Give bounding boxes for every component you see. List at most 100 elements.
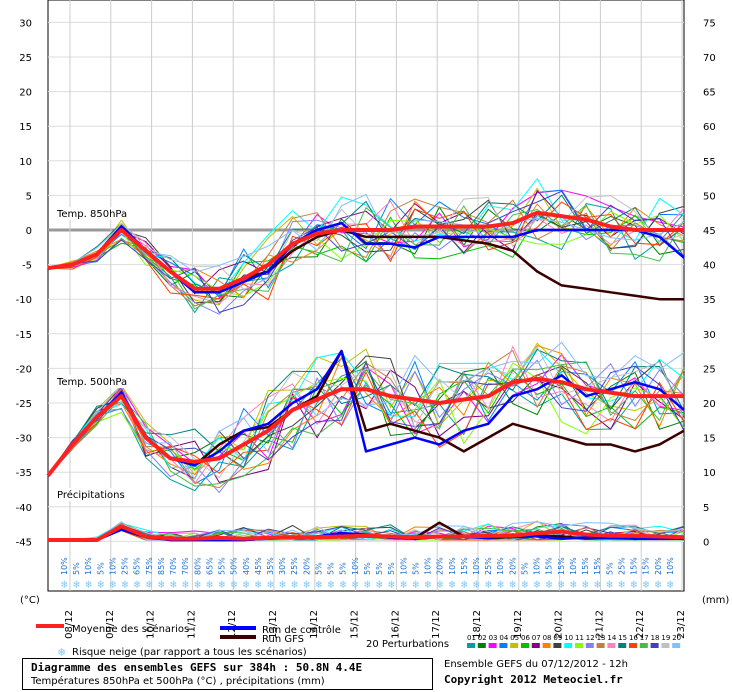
snow-percent: 45% bbox=[254, 557, 263, 575]
t500-perturbation bbox=[47, 359, 685, 494]
right-tick-label: 30 bbox=[703, 330, 716, 341]
t500-mean-line bbox=[46, 376, 684, 477]
perturbation-swatch bbox=[607, 643, 616, 648]
snow-percent: 25% bbox=[121, 557, 130, 575]
perturbation-swatch bbox=[650, 643, 659, 648]
snow-percent: 40% bbox=[242, 557, 251, 575]
snowflake-icon: ❄ bbox=[219, 578, 226, 591]
snowflake-icon: ❄ bbox=[412, 578, 419, 591]
perturbation-number: 07 bbox=[532, 634, 541, 642]
snow-percent: 10% bbox=[666, 557, 675, 575]
snow-percent: 5% bbox=[96, 562, 105, 575]
right-tick-label: 60 bbox=[703, 122, 716, 133]
snow-percent: 15% bbox=[557, 557, 566, 575]
perturbation-number: 11 bbox=[575, 634, 584, 642]
snowflake-icon: ❄ bbox=[655, 578, 662, 591]
snow-percent: 10% bbox=[472, 557, 481, 575]
x-tick-label: 19/12 bbox=[513, 610, 524, 639]
left-tick-label: -15 bbox=[16, 330, 32, 341]
snow-percent: 10% bbox=[424, 557, 433, 575]
snow-percent: 80% bbox=[193, 557, 202, 575]
snowflake-icon: ❄ bbox=[61, 578, 68, 591]
snow-percent: 15% bbox=[581, 557, 590, 575]
perturbation-number: 01 bbox=[467, 634, 476, 642]
snowflake-icon: ❄ bbox=[606, 578, 613, 591]
snowflake-icon: ❄ bbox=[570, 578, 577, 591]
right-tick-label: 65 bbox=[703, 88, 716, 99]
snowflake-icon: ❄ bbox=[594, 578, 601, 591]
t500-perturbation bbox=[47, 371, 685, 477]
right-tick-label: 20 bbox=[703, 399, 716, 410]
t850-label-bg bbox=[53, 207, 143, 220]
right-tick-label: 5 bbox=[703, 503, 709, 514]
x-tick-label: 10/12 bbox=[146, 610, 157, 639]
precip-label-bg bbox=[53, 488, 145, 501]
left-tick-label: 0 bbox=[26, 226, 32, 237]
perturbation-number: 06 bbox=[521, 634, 530, 642]
snowflake-icon: ❄ bbox=[328, 578, 335, 591]
snowflake-icon: ❄ bbox=[388, 578, 395, 591]
legend-gfs-label: Run GFS bbox=[262, 634, 304, 645]
t500-perturbation bbox=[47, 345, 685, 485]
left-tick-label: 30 bbox=[19, 18, 32, 29]
snowflake-icon: ❄ bbox=[473, 578, 480, 591]
precip-label: Précipitations bbox=[57, 489, 125, 501]
snowflake-icon: ❄ bbox=[303, 578, 310, 591]
snow-percent: 10% bbox=[84, 557, 93, 575]
snowflake-icon: ❄ bbox=[582, 578, 589, 591]
legend-perturbations-label: 20 Perturbations bbox=[366, 639, 449, 650]
right-tick-label: 45 bbox=[703, 226, 716, 237]
x-tick-label: 11/12 bbox=[186, 610, 197, 639]
left-tick-label: -20 bbox=[16, 364, 32, 375]
perturbation-swatch bbox=[564, 643, 573, 648]
snow-percent: 25% bbox=[290, 557, 299, 575]
x-tick-label: 17/12 bbox=[431, 610, 442, 639]
legend-mean-label: Moyenne des scénarios bbox=[72, 623, 189, 635]
snow-percent: 5% bbox=[363, 562, 372, 575]
perturbation-number: 18 bbox=[651, 634, 660, 642]
perturbation-swatch bbox=[542, 643, 551, 648]
snowflake-icon: ❄ bbox=[206, 578, 213, 591]
legend-control-label: Run de contrôle bbox=[262, 624, 341, 636]
left-tick-label: 25 bbox=[19, 53, 32, 64]
right-tick-label: 70 bbox=[703, 53, 716, 64]
right-tick-label: 0 bbox=[703, 537, 709, 548]
snow-percent: 30% bbox=[278, 557, 287, 575]
perturbation-swatch bbox=[596, 643, 605, 648]
snow-percent: 15% bbox=[545, 557, 554, 575]
x-tick-label: 23/12 bbox=[676, 610, 687, 639]
x-tick-label: 20/12 bbox=[554, 610, 565, 639]
t850-label: Temp. 850hPa bbox=[56, 209, 127, 220]
snow-risk-row: 10% ❄ 5% ❄ 10% ❄ 5% ❄ 10% ❄ 25% ❄ 65% ❄ 75% ❄ 85% ❄ 70% ❄ 70… bbox=[60, 557, 675, 591]
snowflake-icon: ❄ bbox=[315, 578, 322, 591]
snow-percent: 85% bbox=[157, 557, 166, 575]
t500-perturbation bbox=[47, 369, 685, 483]
perturbation-number: 15 bbox=[618, 634, 627, 642]
snow-percent: 70% bbox=[181, 557, 190, 575]
left-unit: (°C) bbox=[20, 595, 40, 606]
t850-perturbation bbox=[47, 195, 685, 290]
plot-frame bbox=[47, 0, 685, 592]
snow-percent: 10% bbox=[496, 557, 505, 575]
snowflake-icon: ❄ bbox=[618, 578, 625, 591]
x-tick-label: 14/12 bbox=[309, 610, 320, 639]
snowflake-icon: ❄ bbox=[231, 578, 238, 591]
right-tick-label: 75 bbox=[703, 18, 716, 29]
snowflake-icon: ❄ bbox=[364, 578, 371, 591]
left-tick-label: -10 bbox=[16, 295, 32, 306]
perturbation-swatch bbox=[575, 643, 583, 648]
snow-percent: 5% bbox=[520, 562, 529, 575]
left-axis: 30 25 20 15 10 5 0 -5 -10 -15 -20 -25 -30 -35 -40 -45 bbox=[16, 18, 32, 548]
t500-label: Temp. 500hPa bbox=[56, 377, 127, 388]
left-tick-label: 15 bbox=[19, 122, 32, 133]
perturbation-swatch bbox=[661, 643, 670, 648]
snowflake-icon: ❄ bbox=[146, 578, 153, 591]
snow-percent: 10% bbox=[351, 557, 360, 575]
snowflake-icon: ❄ bbox=[73, 578, 80, 591]
perturbation-number: 05 bbox=[510, 634, 519, 642]
perturbation-number: 02 bbox=[478, 634, 487, 642]
snow-percent: 25% bbox=[617, 557, 626, 575]
right-tick-label: 40 bbox=[703, 261, 716, 272]
